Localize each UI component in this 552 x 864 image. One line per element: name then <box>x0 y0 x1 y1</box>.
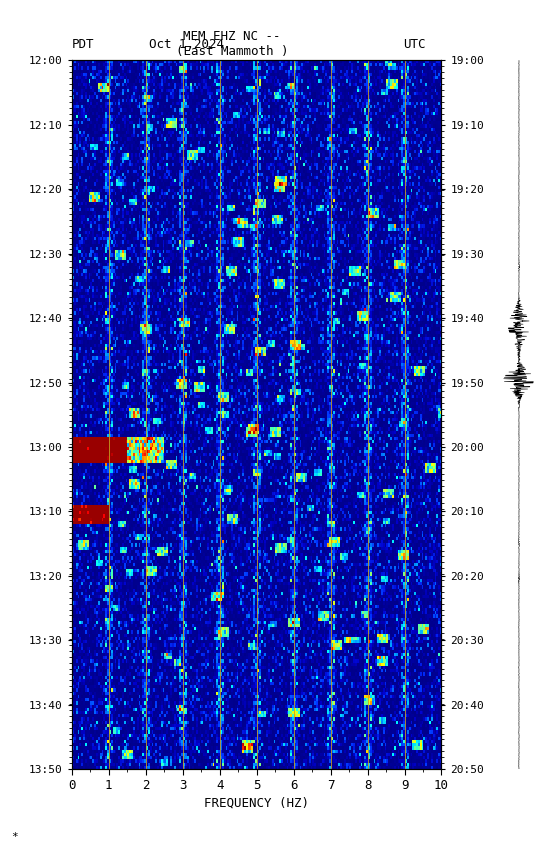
Text: (East Mammoth ): (East Mammoth ) <box>176 45 288 58</box>
Text: *: * <box>11 832 18 842</box>
X-axis label: FREQUENCY (HZ): FREQUENCY (HZ) <box>204 797 309 810</box>
Text: PDT: PDT <box>72 38 94 51</box>
Text: UTC: UTC <box>403 38 426 51</box>
Text: MEM EHZ NC --: MEM EHZ NC -- <box>183 30 280 43</box>
Text: Oct 1,2024: Oct 1,2024 <box>149 38 224 51</box>
